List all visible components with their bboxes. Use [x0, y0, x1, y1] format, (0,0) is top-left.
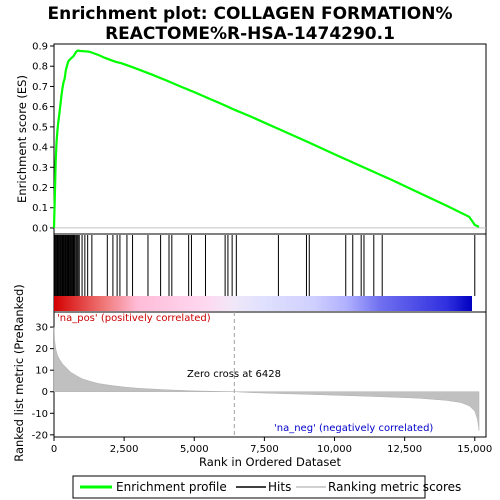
ranking-color-bar: [54, 296, 472, 311]
metric-y-tick-label: 10: [35, 366, 48, 377]
metric-x-tick-label: 12,500: [387, 444, 422, 455]
chart-title-line2: REACTOME%R-HSA-1474290.1: [105, 24, 395, 44]
es-y-tick-label: 0.5: [32, 122, 48, 133]
pos-correlated-label: 'na_pos' (positively correlated): [57, 313, 211, 324]
es-y-tick-label: 0.4: [32, 143, 48, 154]
metric-x-tick-label: 0: [51, 444, 57, 455]
legend: Enrichment profile Hits Ranking metric s…: [72, 475, 461, 499]
metric-x-tick-label: 15,000: [457, 444, 492, 455]
metric-x-axis: 0 2,500 5,000 7,500 10,000 12,500 15,000: [51, 437, 492, 455]
es-y-tick-label: 0.6: [32, 102, 48, 113]
metric-y-axis: -20 -10 0 10 20 30: [32, 323, 54, 441]
metric-x-tick-label: 2,500: [110, 444, 139, 455]
metric-x-tick-label: 5,000: [180, 444, 209, 455]
es-y-tick-label: 0.7: [32, 82, 48, 93]
legend-hits-label: Hits: [268, 480, 291, 494]
legend-ranking-label: Ranking metric scores: [328, 480, 461, 494]
es-y-tick-label: 0.0: [32, 223, 48, 234]
es-y-tick-label: 0.3: [32, 163, 48, 174]
hit-markers: [54, 235, 476, 296]
ranked-metric-area: [53, 327, 480, 431]
metric-y-tick-label: 20: [35, 344, 48, 355]
metric-y-tick-label: 30: [35, 323, 48, 334]
metric-y-tick-label: -10: [32, 409, 48, 420]
metric-y-label: Ranked list metric (PreRanked): [12, 284, 26, 462]
es-y-axis: 0.0 0.1 0.2 0.3 0.4 0.5 0.6 0.7 0.8 0.9: [32, 42, 54, 234]
zero-cross-label: Zero cross at 6428: [187, 369, 281, 380]
metric-x-label: Rank in Ordered Dataset: [199, 455, 342, 469]
legend-enrichment-label: Enrichment profile: [116, 480, 227, 494]
neg-correlated-label: 'na_neg' (negatively correlated): [274, 423, 433, 434]
chart-title-line1: Enrichment plot: COLLAGEN FORMATION%: [47, 4, 452, 24]
metric-y-tick-label: 0: [42, 387, 48, 398]
es-y-tick-label: 0.9: [32, 42, 48, 53]
es-y-tick-label: 0.2: [32, 183, 48, 194]
es-y-label: Enrichment score (ES): [15, 75, 29, 203]
enrichment-profile-line: [52, 49, 480, 228]
es-y-tick-label: 0.1: [32, 203, 48, 214]
es-panel: [53, 43, 487, 235]
metric-x-tick-label: 10,000: [317, 444, 352, 455]
metric-y-tick-label: -20: [32, 430, 48, 441]
es-y-tick-label: 0.8: [32, 62, 48, 73]
metric-x-tick-label: 7,500: [250, 444, 279, 455]
